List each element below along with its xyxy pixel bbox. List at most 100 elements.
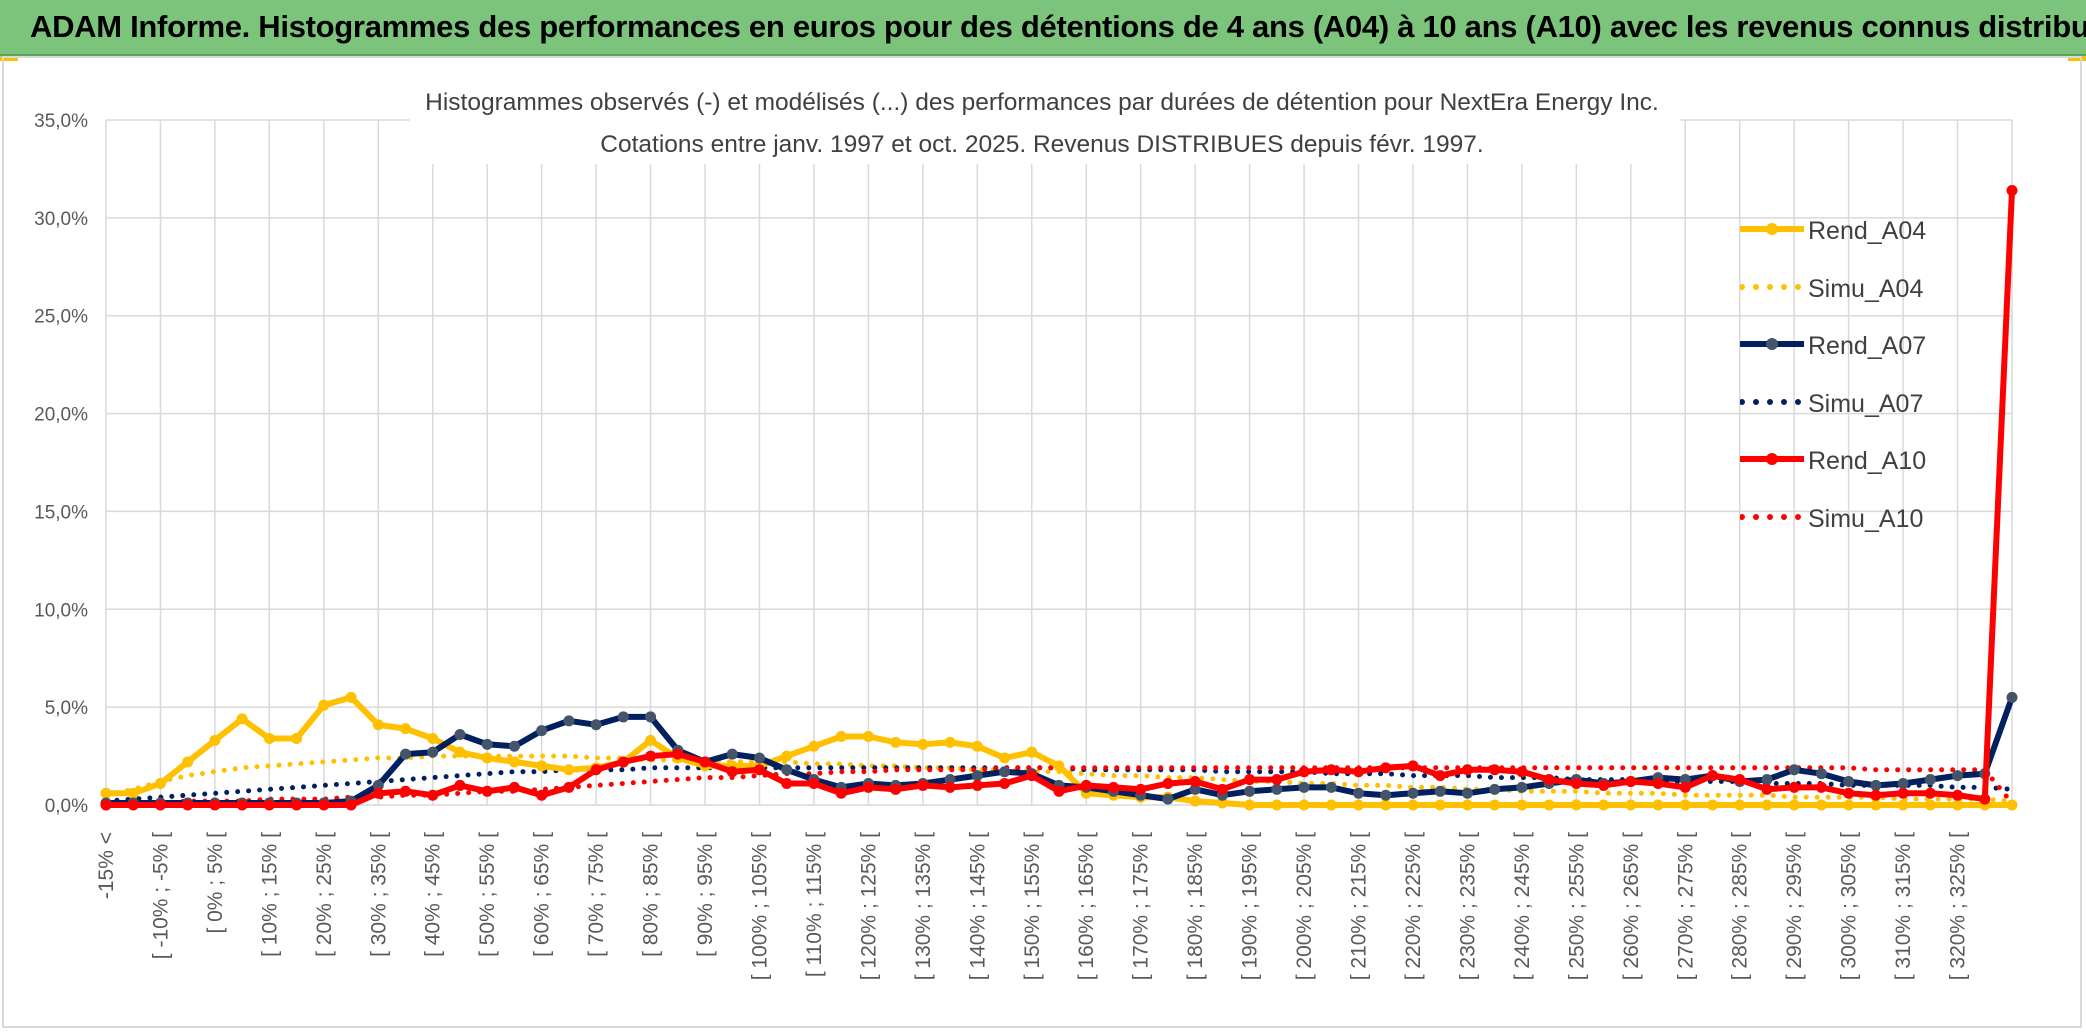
corner-mark-left bbox=[0, 56, 18, 61]
x-tick-label: [ 150% ; 155% [ bbox=[1021, 832, 1044, 980]
data-point-rend-a07 bbox=[1897, 777, 1909, 789]
data-point-rend-a07 bbox=[508, 740, 520, 752]
data-point-rend-a10 bbox=[536, 789, 548, 801]
legend-item-simu-a10[interactable]: Simu_A10 bbox=[1738, 498, 1978, 556]
chart-title: Histogrammes observés (-) et modélisés (… bbox=[425, 89, 1659, 116]
data-point-rend-a10 bbox=[563, 781, 575, 793]
data-point-rend-a10 bbox=[1271, 774, 1283, 786]
data-point-rend-a04 bbox=[1380, 799, 1392, 811]
data-point-rend-a04 bbox=[862, 731, 874, 742]
data-point-rend-a07 bbox=[1325, 781, 1337, 793]
data-point-rend-a04 bbox=[427, 732, 439, 744]
data-point-rend-a07 bbox=[427, 746, 439, 758]
data-point-rend-a10 bbox=[1189, 776, 1201, 788]
legend-item-simu-a07[interactable]: Simu_A07 bbox=[1738, 383, 1978, 441]
y-tick-label: 5,0% bbox=[45, 698, 88, 719]
data-point-rend-a10 bbox=[454, 779, 466, 791]
data-point-rend-a04 bbox=[1652, 799, 1664, 811]
data-point-rend-a07 bbox=[944, 774, 956, 786]
data-point-rend-a10 bbox=[1216, 783, 1228, 795]
data-point-rend-a10 bbox=[1080, 779, 1092, 791]
x-tick-label: [ 300% ; 305% [ bbox=[1838, 832, 1861, 980]
data-point-rend-a10 bbox=[345, 799, 357, 811]
data-point-rend-a10 bbox=[1897, 787, 1909, 799]
data-point-rend-a04 bbox=[1053, 760, 1065, 772]
data-point-rend-a04 bbox=[400, 723, 412, 735]
data-point-rend-a07 bbox=[1353, 787, 1365, 799]
data-point-rend-a04 bbox=[154, 777, 166, 789]
data-point-rend-a10 bbox=[1952, 789, 1964, 801]
data-point-rend-a10 bbox=[944, 781, 956, 793]
data-point-rend-a04 bbox=[127, 787, 139, 799]
x-axis-ticks: -15% < [ -10% ; -5% [[ 0% ; 5% [[ 10% ; 1… bbox=[95, 832, 1970, 980]
data-point-rend-a04 bbox=[1026, 746, 1038, 758]
x-tick-label: [ 230% ; 235% [ bbox=[1456, 832, 1479, 980]
legend-swatch-rend-a04 bbox=[1740, 223, 1804, 235]
data-point-rend-a10 bbox=[2006, 184, 2018, 196]
corner-mark-right bbox=[2068, 56, 2086, 61]
data-point-rend-a07 bbox=[781, 764, 793, 776]
data-point-rend-a07 bbox=[1788, 764, 1800, 776]
legend-swatch-simu-a10 bbox=[1740, 513, 1804, 520]
data-point-rend-a10 bbox=[372, 787, 384, 799]
data-point-rend-a07 bbox=[1271, 783, 1283, 795]
data-point-rend-a04 bbox=[1815, 799, 1827, 811]
report-title: ADAM Informe. Histogrammes des performan… bbox=[30, 9, 2086, 44]
data-point-rend-a04 bbox=[318, 699, 330, 711]
y-tick-label: 15,0% bbox=[34, 502, 88, 523]
data-point-rend-a07 bbox=[481, 738, 493, 750]
data-point-rend-a10 bbox=[1353, 766, 1365, 778]
data-point-rend-a04 bbox=[1570, 799, 1582, 811]
legend-swatch-simu-a04 bbox=[1740, 283, 1804, 290]
data-point-rend-a04 bbox=[645, 734, 657, 746]
data-point-rend-a04 bbox=[536, 760, 548, 772]
data-point-rend-a04 bbox=[1924, 799, 1936, 811]
legend-item-rend-a10[interactable]: Rend_A10 bbox=[1738, 440, 1978, 498]
data-point-rend-a10 bbox=[1434, 770, 1446, 782]
title-backdrop bbox=[410, 80, 1680, 164]
legend-item-rend-a04[interactable]: Rend_A04 bbox=[1738, 210, 1978, 268]
data-point-rend-a04 bbox=[1679, 799, 1691, 811]
data-point-rend-a10 bbox=[1570, 777, 1582, 789]
data-point-rend-a10 bbox=[1325, 764, 1337, 776]
report-banner: ADAM Informe. Histogrammes des performan… bbox=[0, 0, 2086, 56]
chart-series bbox=[100, 184, 2018, 811]
data-point-rend-a04 bbox=[1244, 799, 1256, 811]
data-point-rend-a10 bbox=[1924, 787, 1936, 799]
legend-item-rend-a07[interactable]: Rend_A07 bbox=[1738, 325, 1978, 383]
data-point-rend-a07 bbox=[1298, 781, 1310, 793]
data-point-rend-a10 bbox=[645, 750, 657, 762]
data-point-rend-a10 bbox=[1679, 781, 1691, 793]
data-point-rend-a07 bbox=[2006, 691, 2018, 703]
legend-label: Rend_A04 bbox=[1808, 217, 1927, 245]
x-tick-label: [ 20% ; 25% [ bbox=[313, 832, 336, 957]
data-point-rend-a04 bbox=[481, 752, 493, 764]
series-line-rend-a10 bbox=[106, 190, 2015, 808]
y-tick-label: 25,0% bbox=[34, 307, 88, 328]
data-point-rend-a04 bbox=[1325, 799, 1337, 811]
data-point-rend-a10 bbox=[154, 799, 166, 811]
data-point-rend-a04 bbox=[1625, 799, 1637, 811]
data-point-rend-a04 bbox=[1734, 799, 1746, 811]
data-point-rend-a04 bbox=[835, 731, 847, 742]
data-point-rend-a10 bbox=[726, 766, 738, 778]
legend-item-simu-a04[interactable]: Simu_A04 bbox=[1738, 268, 1978, 326]
data-point-rend-a04 bbox=[1788, 799, 1800, 811]
y-tick-label: 30,0% bbox=[34, 209, 88, 230]
data-point-rend-a04 bbox=[971, 740, 983, 752]
legend-swatch-rend-a10 bbox=[1740, 453, 1804, 466]
data-point-rend-a10 bbox=[291, 799, 303, 811]
data-point-rend-a10 bbox=[1053, 785, 1065, 797]
data-point-rend-a04 bbox=[1516, 799, 1528, 811]
x-tick-label: [ 140% ; 145% [ bbox=[966, 832, 989, 980]
data-point-rend-a04 bbox=[890, 736, 902, 748]
data-point-rend-a04 bbox=[1870, 799, 1882, 811]
data-point-rend-a10 bbox=[427, 789, 439, 801]
data-point-rend-a10 bbox=[1706, 770, 1718, 782]
data-point-rend-a10 bbox=[1979, 793, 1991, 805]
data-point-rend-a07 bbox=[1434, 785, 1446, 797]
x-tick-label: [ 310% ; 315% [ bbox=[1892, 832, 1915, 980]
data-point-rend-a07 bbox=[1815, 768, 1827, 780]
data-point-rend-a04 bbox=[291, 732, 303, 744]
x-tick-label: [ 250% ; 255% [ bbox=[1565, 832, 1588, 980]
